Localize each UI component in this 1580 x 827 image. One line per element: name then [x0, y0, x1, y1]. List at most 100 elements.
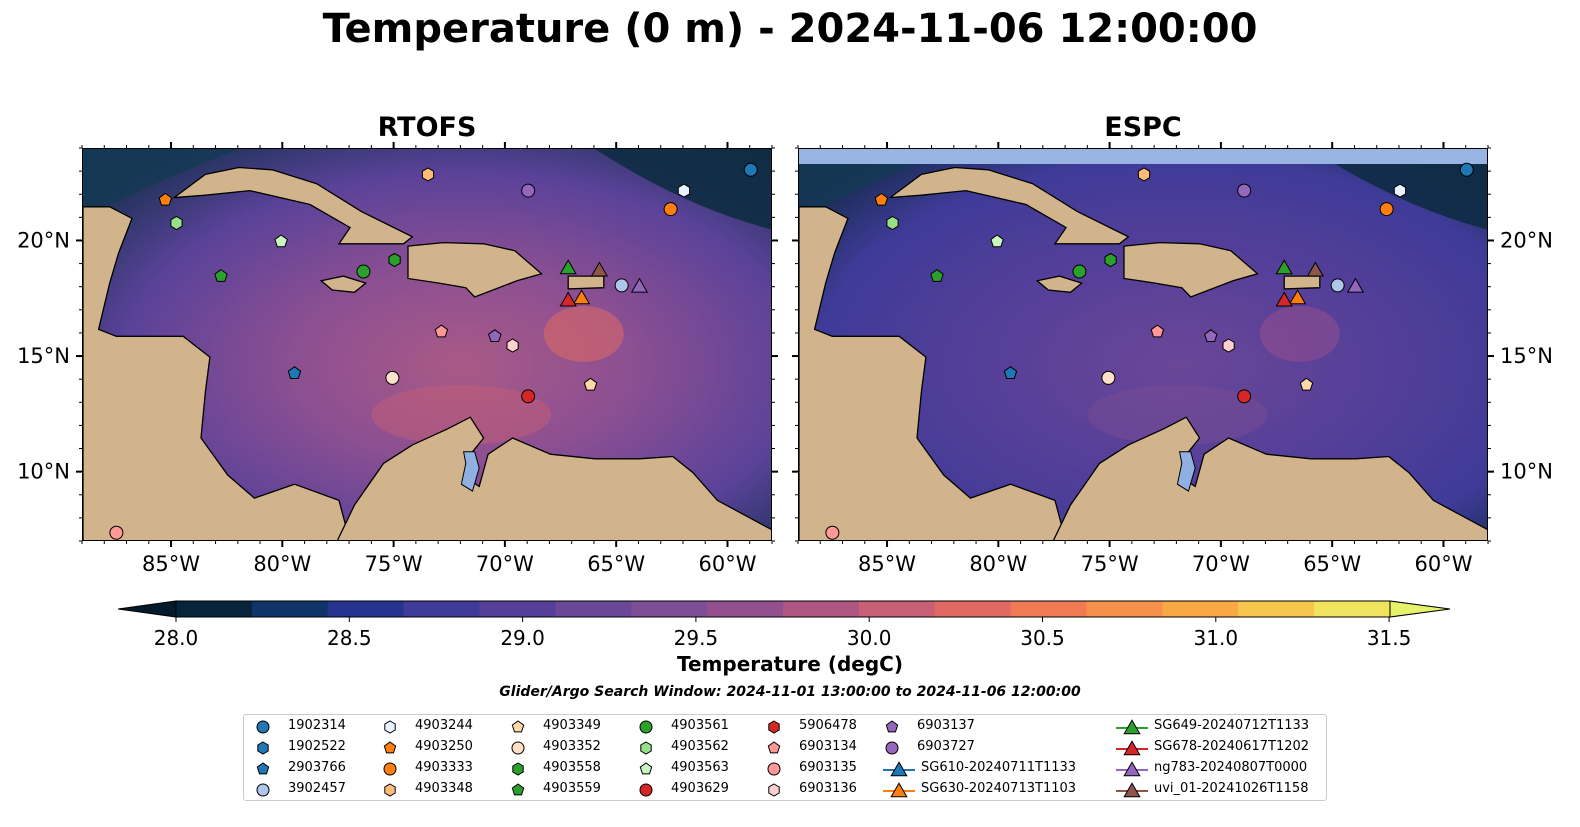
legend-label: 4903561: [671, 718, 729, 733]
x-tick-label: 60°W: [1414, 552, 1472, 576]
legend-label: SG610-20240711T1133: [921, 760, 1077, 775]
land-mass: [888, 166, 1130, 245]
legend-label: 6903137: [917, 718, 975, 733]
obs-marker-4903333: [1379, 202, 1394, 217]
colorbar-segment: [403, 601, 480, 617]
colorbar-segment: [1314, 601, 1391, 617]
land-mass: [407, 241, 543, 298]
colorbar-segment: [1010, 601, 1087, 617]
no-data-band: [799, 149, 1487, 164]
y-tick-label: 20°N: [1500, 228, 1553, 252]
x-tick-label: 85°W: [142, 552, 200, 576]
colorbar-segment: [251, 601, 329, 617]
obs-marker-4903348: [421, 167, 435, 182]
obs-marker-4903558: [1104, 252, 1117, 268]
legend-label: 4903244: [415, 718, 473, 733]
legend-label: 2903766: [288, 760, 346, 775]
legend-label: SG678-20240617T1202: [1154, 739, 1310, 754]
colorbar-tick-label: 30.5: [1020, 626, 1065, 650]
obs-marker-4903244: [1393, 183, 1407, 198]
obs-marker-1902314: [1459, 162, 1474, 177]
land-mass: [799, 206, 1067, 540]
y-tick-label: 10°N: [1500, 460, 1553, 484]
obs-marker-4903250: [158, 192, 173, 206]
map-axes: 85°W 80°W 75°W 70°W 65°W 60°W 10°N 15°N 20°N 85°W…: [17, 142, 1553, 576]
obs-marker-6903136: [506, 338, 519, 353]
colorbar-tick-label: 29.0: [500, 626, 545, 650]
colorbar-segment: [1162, 601, 1239, 617]
colorbar-segment: [327, 601, 405, 617]
map-panel-rtofs: [82, 148, 772, 541]
legend-marker-icon: [384, 720, 396, 734]
y-tick-label: 15°N: [17, 344, 70, 368]
legend-marker-icon: [511, 783, 525, 796]
legend-label: 4903629: [671, 781, 729, 796]
obs-marker-4903352: [1101, 370, 1116, 385]
x-tick-label: 65°W: [587, 552, 645, 576]
legend-label: 4903558: [543, 760, 601, 775]
land-mass: [1035, 275, 1084, 293]
legend-marker-icon: [640, 741, 652, 755]
colorbar: 28.0 28.5 29.0 29.5 30.0 30.5 31.0 31.5: [118, 600, 1451, 650]
legend-label: 6903727: [917, 739, 975, 754]
panel-title-rtofs: RTOFS: [377, 112, 477, 143]
obs-marker-ng783-20240807T0000: [1346, 277, 1365, 293]
legend-marker-icon: [383, 741, 397, 754]
y-tick-label: 10°N: [17, 460, 70, 484]
obs-marker-4903348: [1137, 167, 1151, 182]
obs-marker-4903559: [214, 268, 228, 282]
land-mass: [1052, 416, 1487, 540]
colorbar-segment: [1086, 601, 1163, 617]
colorbar-segment: [783, 601, 860, 617]
obs-marker-4903562: [170, 215, 183, 231]
legend-marker-icon: [883, 761, 915, 777]
obs-marker-SG649-20240712T1133: [559, 259, 577, 275]
colorbar-tick-label: 31.5: [1367, 626, 1412, 650]
obs-marker-4903558: [388, 252, 401, 268]
lake-maracaibo: [460, 451, 480, 492]
legend-marker-icon: [767, 762, 781, 776]
legend-label: 4903348: [415, 781, 473, 796]
legend-label: 4903563: [671, 760, 729, 775]
obs-marker-6903134: [434, 324, 449, 338]
legend-marker-icon: [883, 782, 915, 798]
obs-marker-6903727: [521, 183, 536, 198]
legend-label: ng783-20240807T0000: [1154, 760, 1308, 775]
legend-marker-icon: [512, 762, 524, 776]
land-mass: [172, 166, 414, 245]
obs-marker-4903629: [521, 389, 536, 404]
x-tick-label: 60°W: [698, 552, 756, 576]
legend-label: uvi_01-20241026T1158: [1154, 781, 1309, 796]
y-tick-label: 15°N: [1500, 344, 1553, 368]
legend-marker-icon: [511, 741, 525, 755]
obs-marker-4903629: [1237, 389, 1252, 404]
colorbar-segment: [479, 601, 556, 617]
obs-marker-2903766: [1003, 366, 1018, 379]
legend-label: 3902457: [288, 781, 346, 796]
obs-marker-4903559: [930, 268, 944, 282]
obs-marker-4903250: [874, 192, 889, 206]
x-tick-label: 80°W: [969, 552, 1027, 576]
lake-maracaibo: [1176, 451, 1196, 492]
obs-marker-4903349: [583, 377, 598, 391]
panel-title-espc: ESPC: [1104, 112, 1182, 143]
obs-marker-3902457: [614, 278, 629, 293]
espc-map-svg: [799, 149, 1487, 540]
legend-marker-icon: [256, 720, 270, 734]
obs-marker-4903244: [677, 183, 691, 198]
legend-label: SG649-20240712T1133: [1154, 718, 1310, 733]
legend-label: 4903352: [543, 739, 601, 754]
legend-label: 1902314: [288, 718, 346, 733]
y-tick-label: 20°N: [17, 228, 70, 252]
legend-marker-icon: [768, 720, 780, 734]
colorbar-label: Temperature (degC): [677, 652, 903, 676]
colorbar-segment: [631, 601, 708, 617]
legend-label: 1902522: [288, 739, 346, 754]
land-mass: [83, 206, 351, 540]
colorbar-tick-label: 29.5: [674, 626, 719, 650]
legend-marker-icon: [1116, 761, 1148, 777]
legend: 1902314 1902522 2903766 3902457 4903244 49032…: [243, 714, 1327, 801]
land-mass: [319, 275, 368, 293]
obs-marker-SG630-20240713T1103: [572, 289, 591, 305]
x-tick-label: 75°W: [365, 552, 423, 576]
